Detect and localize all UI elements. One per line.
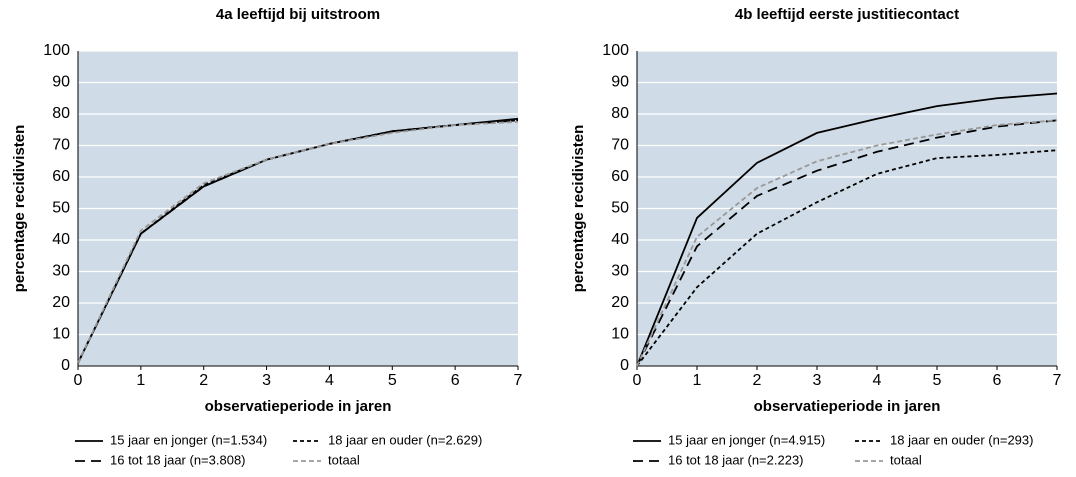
x-tick-label: 5 <box>933 372 942 389</box>
y-tick-label: 80 <box>52 105 70 122</box>
y-tick-label: 10 <box>611 326 629 343</box>
y-tick-label: 90 <box>52 74 70 91</box>
legend-label: 18 jaar en ouder (n=2.629) <box>328 432 482 447</box>
x-tick-label: 4 <box>325 372 334 389</box>
data-line <box>77 120 519 364</box>
x-axis-title: observatieperiode in jaren <box>754 398 941 415</box>
x-tick-label: 0 <box>74 372 83 389</box>
y-tick-label: 0 <box>620 357 629 374</box>
x-tick-label: 5 <box>388 372 397 389</box>
y-tick-label: 100 <box>602 42 629 59</box>
x-tick-label: 4 <box>873 372 882 389</box>
data-line <box>636 92 1058 367</box>
x-tick-label: 2 <box>753 372 762 389</box>
legend-label: 18 jaar en ouder (n=293) <box>890 432 1033 447</box>
x-tick-label: 7 <box>514 372 523 389</box>
y-tick-label: 60 <box>52 168 70 185</box>
y-tick-label: 70 <box>52 137 70 154</box>
y-tick-label: 100 <box>43 42 70 59</box>
y-tick-label: 50 <box>52 200 70 217</box>
legend-label: 15 jaar en jonger (n=4.915) <box>668 432 825 447</box>
y-tick-label: 90 <box>611 74 629 91</box>
x-tick-label: 6 <box>451 372 460 389</box>
x-tick-label: 6 <box>993 372 1002 389</box>
y-tick-label: 30 <box>611 263 629 280</box>
y-tick-label: 40 <box>52 231 70 248</box>
legend-label: totaal <box>890 452 922 467</box>
y-tick-label: 50 <box>611 200 629 217</box>
x-tick-label: 2 <box>199 372 208 389</box>
x-tick-label: 3 <box>262 372 271 389</box>
data-line <box>636 149 1058 367</box>
y-axis-title: percentage recidivisten <box>11 125 28 293</box>
legend-label: 16 tot 18 jaar (n=3.808) <box>110 452 246 467</box>
data-line <box>636 119 1058 367</box>
chart-title: 4b leeftijd eerste justitiecontact <box>735 6 959 23</box>
legend-label: totaal <box>328 452 360 467</box>
legend-label: 15 jaar en jonger (n=1.534) <box>110 432 267 447</box>
y-tick-label: 80 <box>611 105 629 122</box>
y-tick-label: 10 <box>52 326 70 343</box>
y-tick-label: 60 <box>611 168 629 185</box>
x-tick-label: 1 <box>693 372 702 389</box>
x-tick-label: 0 <box>633 372 642 389</box>
x-axis-title: observatieperiode in jaren <box>205 398 392 415</box>
data-line <box>636 119 1058 367</box>
x-tick-label: 7 <box>1053 372 1062 389</box>
y-tick-label: 20 <box>611 294 629 311</box>
x-tick-label: 1 <box>136 372 145 389</box>
y-tick-label: 30 <box>52 263 70 280</box>
y-tick-label: 20 <box>52 294 70 311</box>
y-tick-label: 70 <box>611 137 629 154</box>
x-tick-label: 3 <box>813 372 822 389</box>
chart-title: 4a leeftijd bij uitstroom <box>216 6 380 23</box>
y-axis-title: percentage recidivisten <box>570 125 587 293</box>
y-tick-label: 40 <box>611 231 629 248</box>
y-tick-label: 0 <box>61 357 70 374</box>
legend-label: 16 tot 18 jaar (n=2.223) <box>668 452 804 467</box>
